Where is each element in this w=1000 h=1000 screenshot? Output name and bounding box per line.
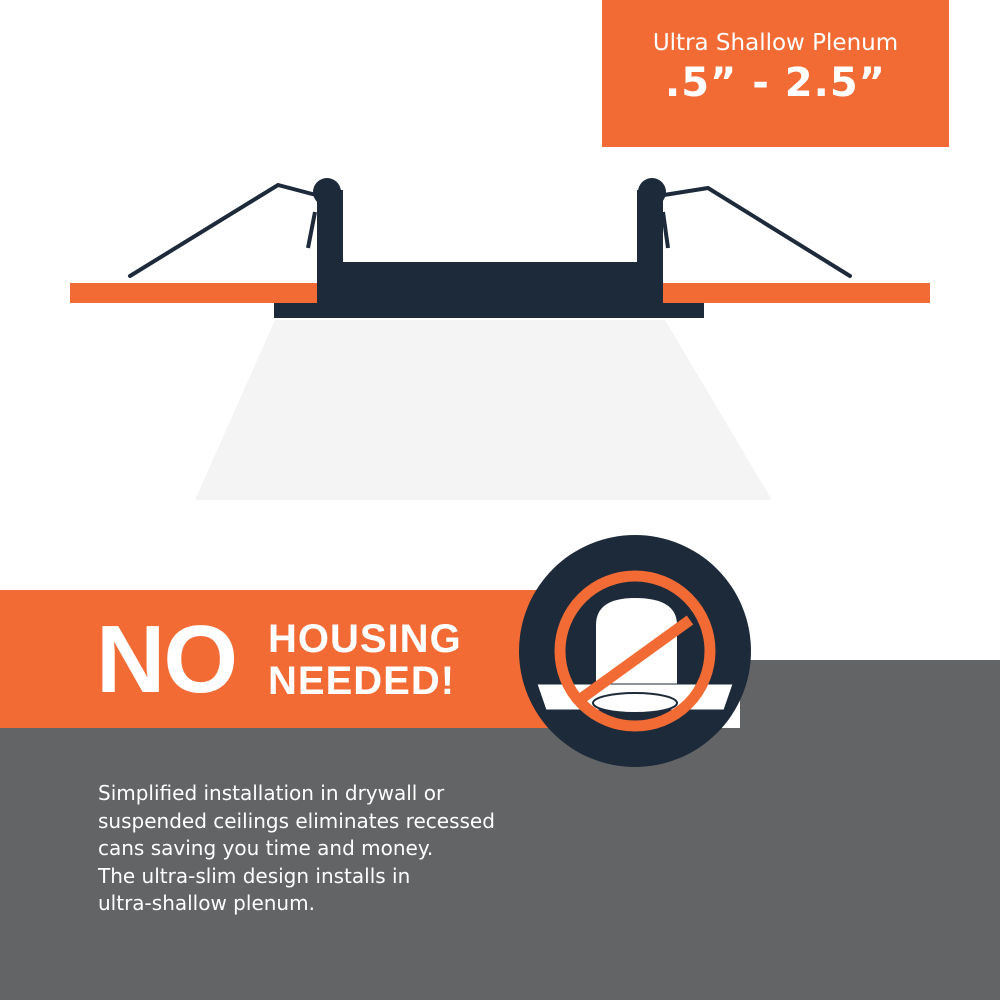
headline-line1: HOUSING xyxy=(268,617,462,661)
gray-panel-step xyxy=(740,660,1000,740)
description-line: suspended ceilings eliminates recessed xyxy=(98,808,495,833)
gray-panel xyxy=(0,728,1000,1000)
description-line: The ultra-slim design installs in xyxy=(98,863,411,888)
description-line: Simplified installation in drywall or xyxy=(98,781,445,805)
no-housing-prohibited-icon xyxy=(519,535,751,767)
headline-no: NO xyxy=(96,606,238,713)
badge-subtitle: Ultra Shallow Plenum xyxy=(652,30,899,56)
description-line: cans saving you time and money. xyxy=(98,836,434,860)
orange-band xyxy=(0,590,560,728)
recessed-light-fixture-illustration xyxy=(70,178,930,318)
light-beam xyxy=(195,320,772,500)
description: Simplified installation in drywall or su… xyxy=(98,780,558,918)
description-line: ultra-shallow plenum. xyxy=(98,891,315,915)
headline-text: HOUSING NEEDED! xyxy=(268,618,462,702)
plenum-badge: Ultra Shallow Plenum .5” - 2.5” xyxy=(602,0,949,147)
badge-range: .5” - 2.5” xyxy=(665,60,886,106)
headline-line2: NEEDED! xyxy=(268,659,456,703)
